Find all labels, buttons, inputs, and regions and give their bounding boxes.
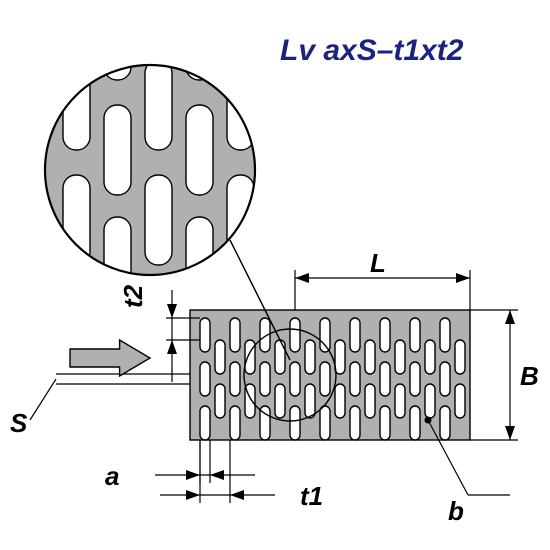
magnified-detail	[40, 0, 260, 307]
dimension-S: S	[10, 374, 190, 438]
dimension-L: L	[295, 248, 470, 310]
diagram-title: Lv axS–t1xt2	[280, 34, 464, 67]
label-t2: t2	[118, 284, 148, 308]
label-S: S	[10, 408, 28, 438]
dimension-a: a	[105, 440, 255, 491]
label-a: a	[105, 461, 119, 491]
feed-direction-arrow	[70, 340, 150, 376]
label-t1: t1	[300, 481, 323, 511]
label-b: b	[448, 496, 464, 526]
label-B: B	[520, 361, 539, 391]
label-L: L	[370, 248, 386, 278]
dimension-B: B	[470, 310, 539, 440]
diagram-canvas: Lv axS–t1xt2 L Bt1 a t2 Sb	[0, 0, 550, 550]
